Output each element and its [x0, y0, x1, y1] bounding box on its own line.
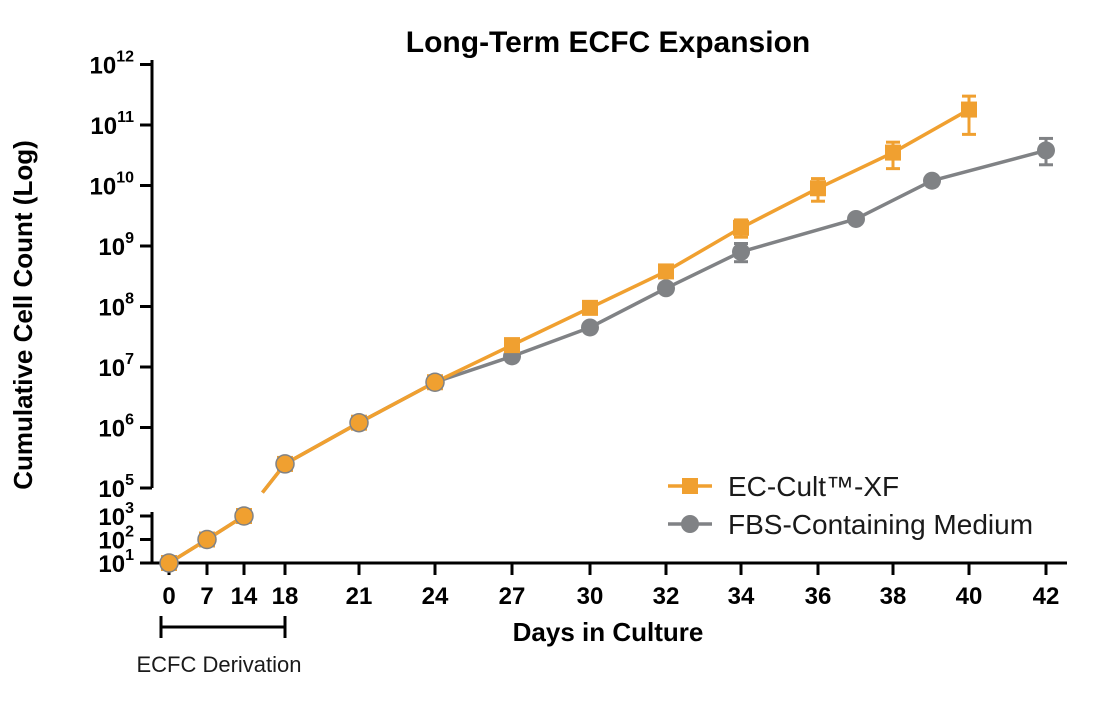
- series-fbs-medium: [160, 136, 1055, 572]
- legend-item-ec-cult-xf: EC-Cult™-XF: [668, 471, 899, 502]
- x-ticks: 0 7 14 18 21 24 27 30 32 34 36 38 40 42: [162, 563, 1059, 610]
- y-tick-upper-7-label: 107: [98, 351, 134, 382]
- x-tick-label-38: 38: [880, 583, 907, 610]
- legend-label: EC-Cult™-XF: [728, 471, 899, 502]
- shared-point-18: [275, 454, 295, 474]
- legend-marker: [681, 515, 699, 533]
- shared-point-24: [425, 372, 445, 392]
- legend-item-fbs-medium: FBS-Containing Medium: [668, 509, 1033, 540]
- y-axis-label: Cumulative Cell Count (Log): [8, 140, 38, 490]
- data-point-34: [733, 219, 749, 236]
- y-tick-upper-5-label: 105: [98, 472, 134, 503]
- x-tick-label-34: 34: [728, 583, 755, 610]
- data-point-42: [1037, 141, 1055, 160]
- y-tick-upper-10-label: 1010: [90, 170, 135, 201]
- x-tick-label-7: 7: [200, 583, 213, 610]
- chart-title: Long-Term ECFC Expansion: [406, 26, 810, 59]
- y-tick-upper-8-label: 108: [98, 291, 134, 322]
- shared-point-0: [159, 553, 179, 573]
- x-tick-label-32: 32: [653, 583, 680, 610]
- data-point-30: [582, 299, 598, 316]
- data-point-38: [885, 144, 901, 161]
- x-tick-label-42: 42: [1033, 583, 1060, 610]
- series-line: [168, 148, 1047, 565]
- data-point-39: [923, 171, 941, 190]
- x-axis-label: Days in Culture: [513, 617, 704, 647]
- y-tick-upper-12-label: 1012: [90, 49, 135, 80]
- legend-marker: [682, 478, 698, 494]
- y-tick-upper-6-label: 106: [98, 412, 134, 443]
- x-tick-label-0: 0: [162, 583, 175, 610]
- data-point-40: [961, 101, 977, 118]
- x-tick-label-27: 27: [499, 583, 526, 610]
- derivation-bracket: [159, 616, 287, 638]
- shared-points: [159, 372, 445, 573]
- data-point-36: [810, 180, 826, 197]
- legend-label: FBS-Containing Medium: [728, 509, 1033, 540]
- data-point-30: [581, 318, 599, 337]
- legend: EC-Cult™-XF FBS-Containing Medium: [668, 471, 1033, 540]
- shared-point-7: [197, 529, 217, 550]
- x-tick-label-21: 21: [346, 583, 373, 610]
- x-tick-label-18: 18: [272, 583, 299, 610]
- data-point-37: [847, 209, 865, 228]
- shared-point-14: [234, 506, 254, 526]
- shared-point-21: [349, 412, 369, 433]
- series-layer: [159, 94, 1055, 573]
- data-point-32: [657, 279, 675, 298]
- data-point-32: [658, 263, 674, 280]
- bracket-label: ECFC Derivation: [136, 652, 301, 677]
- y-tick-upper-9-label: 109: [98, 230, 134, 261]
- data-point-34: [732, 242, 750, 261]
- x-tick-label-30: 30: [577, 583, 604, 610]
- y-tick-upper-11-label: 1011: [90, 109, 134, 140]
- x-tick-label-24: 24: [422, 583, 449, 610]
- axes: [150, 60, 1067, 565]
- x-tick-label-40: 40: [956, 583, 983, 610]
- x-tick-label-36: 36: [805, 583, 832, 610]
- data-point-27: [504, 337, 520, 354]
- x-tick-label-14: 14: [231, 583, 258, 610]
